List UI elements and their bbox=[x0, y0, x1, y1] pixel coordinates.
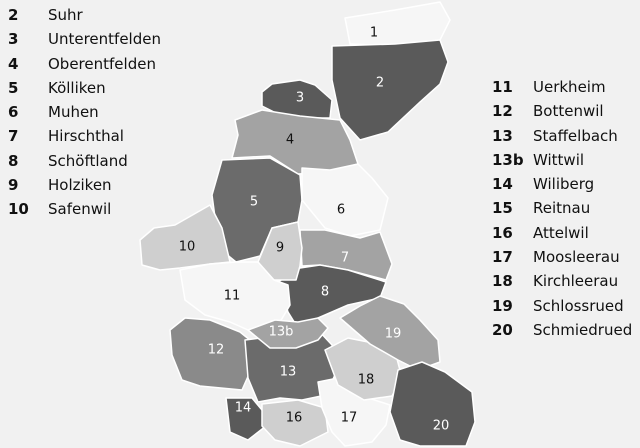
legend-name: Bottenwil bbox=[533, 102, 604, 121]
legend-number: 8 bbox=[8, 151, 19, 170]
legend-number: 2 bbox=[8, 6, 19, 24]
region-label-10: 10 bbox=[179, 240, 196, 255]
region-16 bbox=[261, 399, 329, 447]
region-label-19: 19 bbox=[385, 327, 402, 342]
legend-right: 11 Uerkheim 12 Bottenwil 13 Staffelbach 13b… bbox=[492, 75, 632, 342]
legend-number: 6 bbox=[8, 103, 19, 122]
region-label-11: 11 bbox=[224, 289, 241, 304]
legend-name: Oberentfelden bbox=[48, 54, 156, 73]
legend-number: 11 bbox=[492, 78, 513, 96]
legend-item: 3 Unterentfelden bbox=[8, 27, 161, 51]
legend-item: 12 Bottenwil bbox=[492, 99, 632, 123]
region-label-13: 13 bbox=[280, 365, 297, 380]
region-label-18: 18 bbox=[358, 373, 375, 388]
legend-name: Muhen bbox=[48, 103, 99, 122]
legend-item: 5 Kölliken bbox=[8, 76, 161, 100]
region-label-1: 1 bbox=[370, 26, 378, 41]
legend-item: 20 Schmiedrued bbox=[492, 318, 632, 342]
legend-number: 20 bbox=[492, 320, 513, 339]
legend-item: 9 Holziken bbox=[8, 173, 161, 197]
region-2 bbox=[331, 39, 449, 141]
legend-number: 12 bbox=[492, 102, 513, 121]
legend-item: 13 Staffelbach bbox=[492, 124, 632, 148]
legend-name: Schlossrued bbox=[533, 296, 624, 315]
legend-name: Wiliberg bbox=[533, 175, 595, 194]
legend-number: 4 bbox=[8, 54, 19, 73]
legend-number: 18 bbox=[492, 272, 513, 291]
legend-name: Kirchleerau bbox=[533, 272, 619, 291]
legend-name: Attelwil bbox=[533, 223, 589, 242]
legend-name: Schöftland bbox=[48, 151, 128, 170]
legend-item: 17 Moosleerau bbox=[492, 245, 632, 269]
legend-name: Moosleerau bbox=[533, 248, 620, 267]
legend-item: 11 Uerkheim bbox=[492, 75, 632, 99]
region-label-5: 5 bbox=[250, 195, 258, 210]
region-label-17: 17 bbox=[341, 411, 358, 426]
legend-item: 10 Safenwil bbox=[8, 197, 161, 221]
legend-number: 17 bbox=[492, 248, 513, 267]
legend-item: 15 Reitnau bbox=[492, 196, 632, 220]
legend-item: 7 Hirschthal bbox=[8, 124, 161, 148]
region-7 bbox=[299, 229, 393, 281]
legend-number: 16 bbox=[492, 223, 513, 242]
legend-number: 7 bbox=[8, 127, 19, 146]
legend-name: Kölliken bbox=[48, 78, 106, 97]
region-label-12: 12 bbox=[208, 343, 225, 358]
region-label-4: 4 bbox=[286, 133, 294, 148]
region-11 bbox=[179, 261, 291, 331]
legend-name: Hirschthal bbox=[48, 127, 124, 146]
legend-number: 9 bbox=[8, 176, 19, 195]
legend-number: 14 bbox=[492, 175, 513, 194]
region-20 bbox=[389, 361, 476, 447]
region-label-13b: 13b bbox=[269, 325, 294, 340]
region-label-20: 20 bbox=[433, 419, 450, 434]
legend-name: Reitnau bbox=[533, 199, 591, 218]
legend-name: Schmiedrued bbox=[533, 320, 633, 339]
region-3 bbox=[261, 79, 333, 119]
legend-name: Uerkheim bbox=[533, 78, 606, 96]
regions-layer bbox=[139, 1, 476, 447]
region-label-16: 16 bbox=[286, 411, 303, 426]
region-1 bbox=[344, 1, 451, 47]
legend-number: 3 bbox=[8, 30, 19, 49]
legend-item: 8 Schöftland bbox=[8, 149, 161, 173]
legend-item: 14 Wiliberg bbox=[492, 172, 632, 196]
legend-name: Unterentfelden bbox=[48, 30, 161, 49]
region-label-14: 14 bbox=[235, 401, 252, 416]
legend-item: 16 Attelwil bbox=[492, 221, 632, 245]
legend-name: Suhr bbox=[48, 6, 83, 24]
legend-left: 2 Suhr 3 Unterentfelden 4 Oberentfelden 5 Kö… bbox=[8, 3, 161, 222]
legend-number: 13b bbox=[492, 150, 524, 169]
legend-item: 13b Wittwil bbox=[492, 148, 632, 172]
legend-item: 19 Schlossrued bbox=[492, 294, 632, 318]
legend-name: Safenwil bbox=[48, 200, 112, 219]
region-6 bbox=[301, 163, 389, 237]
legend-number: 5 bbox=[8, 78, 19, 97]
legend-name: Holziken bbox=[48, 176, 112, 195]
legend-item: 6 Muhen bbox=[8, 100, 161, 124]
legend-item: 2 Suhr bbox=[8, 3, 161, 27]
legend-item: 4 Oberentfelden bbox=[8, 52, 161, 76]
legend-number: 19 bbox=[492, 296, 513, 315]
region-13b bbox=[247, 317, 329, 349]
legend-name: Staffelbach bbox=[533, 126, 618, 145]
region-19 bbox=[339, 295, 441, 371]
legend-number: 13 bbox=[492, 126, 513, 145]
legend-name: Wittwil bbox=[533, 150, 585, 169]
legend-number: 15 bbox=[492, 199, 513, 218]
region-label-9: 9 bbox=[276, 241, 284, 256]
legend-number: 10 bbox=[8, 200, 29, 219]
region-label-6: 6 bbox=[337, 203, 345, 218]
region-label-2: 2 bbox=[376, 76, 384, 91]
region-label-8: 8 bbox=[321, 285, 329, 300]
legend-item: 18 Kirchleerau bbox=[492, 269, 632, 293]
region-label-7: 7 bbox=[341, 251, 349, 266]
region-label-3: 3 bbox=[296, 91, 304, 106]
